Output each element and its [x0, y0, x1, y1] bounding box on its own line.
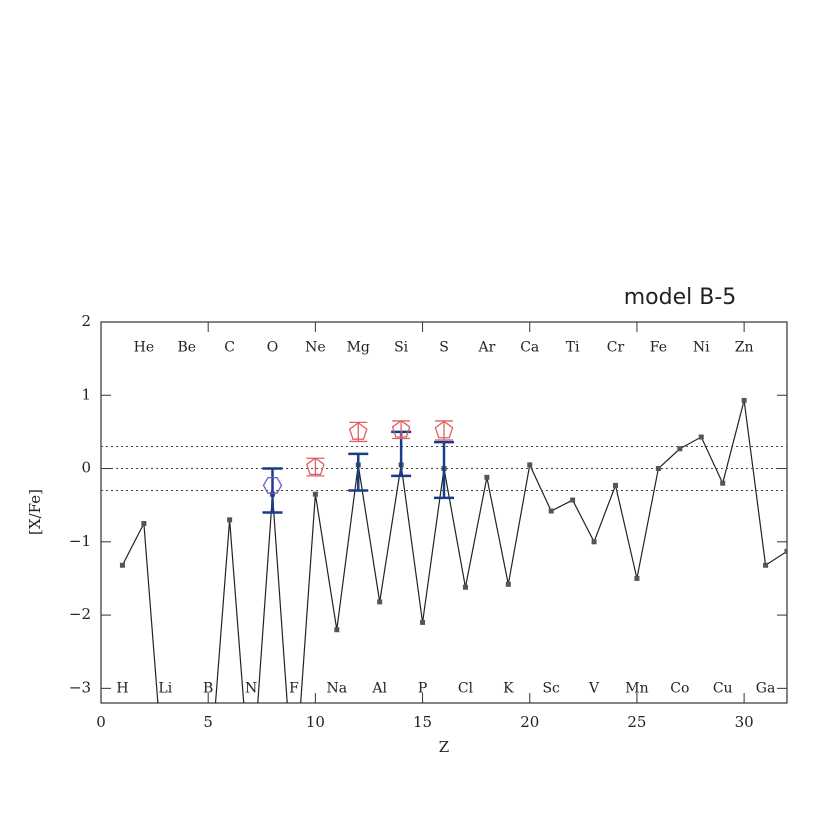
element-label: K	[503, 680, 514, 696]
red-pentagon	[434, 420, 454, 439]
element-label: F	[289, 680, 299, 696]
element-label: N	[245, 680, 257, 696]
model-point	[420, 619, 426, 625]
element-label: Ne	[305, 340, 326, 356]
model-point	[613, 482, 618, 488]
element-label: Na	[327, 680, 348, 696]
element-label: Zn	[735, 340, 754, 356]
y-tick-label: −1	[69, 532, 91, 550]
plot-frame	[100, 321, 788, 704]
x-axis-label: Z	[439, 738, 449, 756]
model-point	[741, 397, 747, 403]
element-label: O	[267, 340, 278, 356]
model-point	[677, 446, 683, 452]
y-tick-label: 0	[81, 459, 91, 477]
element-label: Ca	[520, 340, 539, 356]
element-label: Ga	[756, 680, 776, 696]
element-label: Co	[670, 680, 689, 696]
y-tick-label: −3	[69, 678, 91, 696]
model-point	[377, 599, 383, 605]
y-tick-label: 1	[81, 385, 91, 403]
model-point	[634, 575, 640, 581]
element-label: V	[588, 680, 600, 696]
element-label: Sc	[542, 680, 560, 696]
model-point	[141, 520, 147, 526]
model-point	[163, 796, 168, 801]
element-label: B	[203, 680, 213, 696]
model-point	[570, 497, 576, 503]
model-point	[206, 796, 211, 801]
x-tick-label: 5	[203, 713, 213, 731]
element-label: Ar	[477, 340, 495, 356]
element-label: Ti	[566, 340, 580, 356]
model-line	[121, 400, 787, 703]
x-tick-label: 0	[96, 713, 106, 731]
model-point	[462, 584, 468, 590]
x-tick-label: 20	[520, 713, 539, 731]
element-label: Fe	[650, 340, 667, 356]
circle-marker	[262, 476, 283, 494]
red-pentagon	[391, 419, 411, 438]
y-axis-label: [X/Fe]	[26, 489, 44, 535]
element-label: Be	[177, 340, 196, 356]
red-pentagon	[348, 422, 368, 440]
element-label: H	[116, 680, 128, 696]
element-label: C	[224, 340, 235, 356]
model-point	[484, 474, 490, 480]
model-point	[505, 581, 511, 587]
x-tick-label: 30	[735, 713, 754, 731]
red-pentagon	[306, 457, 325, 476]
y-tick-label: −2	[69, 605, 91, 623]
element-label: S	[439, 340, 449, 356]
model-point	[698, 434, 704, 440]
element-label: Mg	[347, 340, 370, 356]
model-point	[784, 548, 787, 554]
chart-title: model B-5	[624, 285, 737, 310]
model-point	[527, 462, 533, 468]
x-tick-label: 10	[306, 713, 325, 731]
element-label: Cl	[458, 680, 474, 696]
error-bar	[262, 467, 283, 514]
model-point	[655, 466, 661, 472]
model-point	[249, 796, 254, 801]
model-point	[291, 796, 296, 801]
model-point	[591, 539, 597, 545]
y-tick-label: 2	[81, 312, 91, 330]
model-point	[119, 562, 125, 568]
model-point	[720, 480, 726, 486]
model-point	[184, 796, 189, 801]
element-label: Si	[394, 340, 409, 356]
element-label: Mn	[625, 680, 648, 696]
element-label: Al	[371, 680, 387, 696]
model-point	[334, 627, 340, 633]
x-tick-label: 25	[627, 713, 646, 731]
model-point	[548, 508, 554, 514]
element-label: P	[418, 680, 427, 696]
element-label: He	[134, 340, 155, 356]
element-label: Ni	[693, 340, 710, 356]
element-label: Cu	[713, 680, 733, 696]
plot-area	[119, 397, 787, 801]
model-point	[312, 491, 318, 497]
model-point	[227, 517, 233, 523]
error-bar	[434, 440, 454, 500]
element-label: Cr	[607, 340, 625, 356]
model-point	[763, 562, 769, 568]
element-label: Li	[158, 680, 172, 696]
x-tick-label: 15	[413, 713, 432, 731]
error-bar	[348, 452, 369, 492]
